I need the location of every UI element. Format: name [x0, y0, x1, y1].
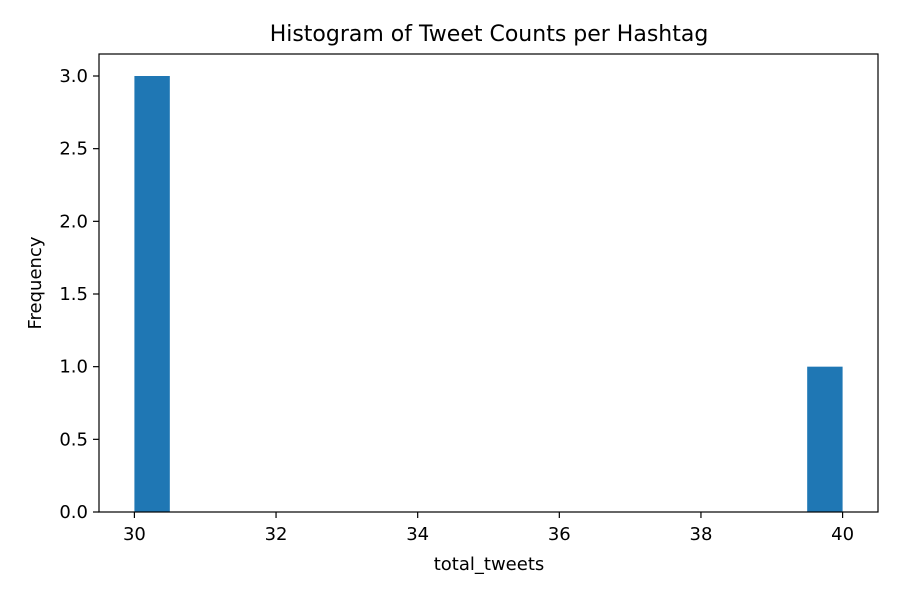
y-tick-label: 2.5 [59, 139, 88, 160]
plot-frame [98, 53, 879, 513]
y-tick-label: 2.0 [59, 211, 88, 232]
histogram-bar [134, 76, 170, 512]
x-tick-label: 34 [406, 524, 429, 545]
y-axis-ticks: 0.0 0.5 1.0 1.5 2.0 2.5 3.0 [59, 66, 99, 523]
x-tick-label: 40 [831, 524, 854, 545]
x-axis-label: total_tweets [434, 554, 545, 575]
x-tick-label: 30 [123, 524, 146, 545]
bars-group [134, 76, 843, 512]
histogram-bar [807, 366, 843, 512]
y-tick-label: 3.0 [59, 66, 88, 87]
x-tick-label: 36 [548, 524, 571, 545]
y-tick-label: 0.5 [59, 429, 88, 450]
x-tick-label: 32 [265, 524, 288, 545]
x-axis-ticks: 30 32 34 36 38 40 [123, 512, 854, 545]
chart-title: Histogram of Tweet Counts per Hashtag [270, 22, 709, 47]
x-tick-label: 38 [690, 524, 713, 545]
y-axis-label: Frequency [25, 236, 46, 329]
y-tick-label: 1.0 [59, 357, 88, 378]
y-tick-label: 0.0 [59, 502, 88, 523]
y-tick-label: 1.5 [59, 284, 88, 305]
